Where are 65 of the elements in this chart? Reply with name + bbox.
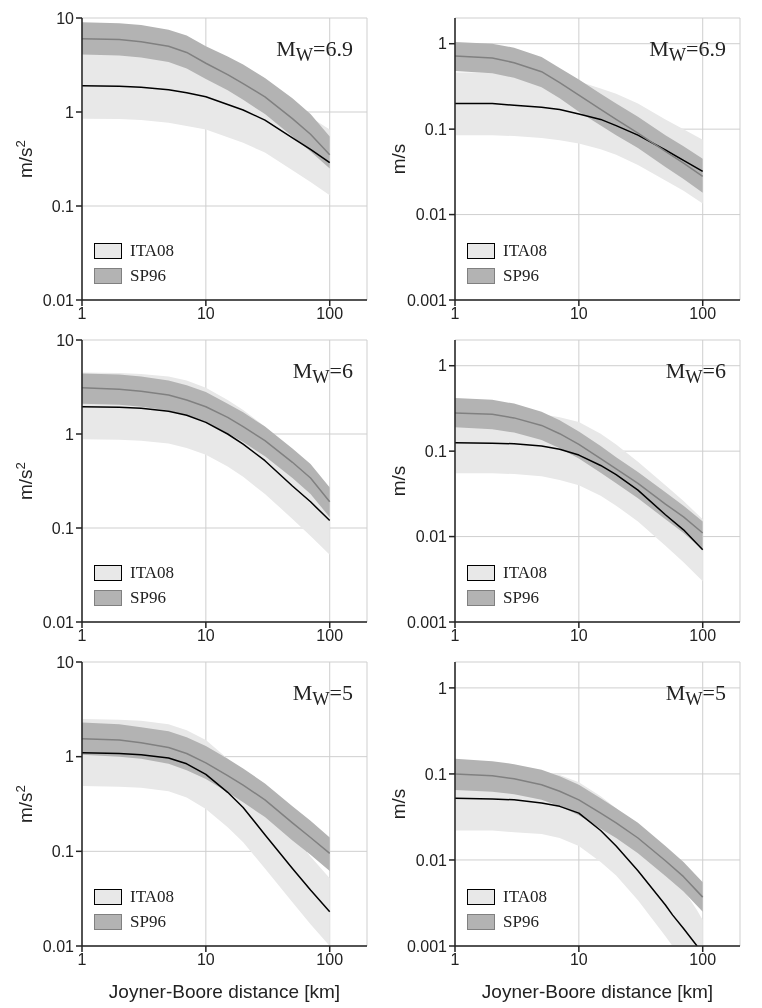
x-tick-label: 100 xyxy=(316,627,344,645)
y-tick-label: 0.001 xyxy=(406,937,448,955)
legend-label: SP96 xyxy=(503,588,539,608)
legend-label: ITA08 xyxy=(503,563,547,583)
x-tick-label: 100 xyxy=(316,951,344,969)
legend-label: SP96 xyxy=(503,912,539,932)
x-tick-label: 10 xyxy=(196,627,215,645)
y-tick-label: 0.1 xyxy=(424,442,448,460)
y-axis-title: m/s xyxy=(388,465,409,497)
y-tick-label: 1 xyxy=(65,425,75,443)
x-tick-label: 100 xyxy=(689,951,717,969)
y-tick-label: 1 xyxy=(65,748,75,766)
annotation: M$_{W}$=5 xyxy=(292,680,353,711)
y-tick-label: 0.001 xyxy=(406,291,448,309)
annotation: M$_{W}$=6.9 xyxy=(276,36,353,67)
legend-label: SP96 xyxy=(130,266,166,286)
x-tick-label: 10 xyxy=(569,951,588,969)
y-tick-label: 0.01 xyxy=(415,851,448,869)
x-axis-title: Joyner-Boore distance [km] xyxy=(108,981,341,1002)
y-tick-label: 0.1 xyxy=(424,120,448,138)
y-tick-label: 0.1 xyxy=(51,843,75,861)
x-tick-label: 10 xyxy=(196,305,215,323)
x-tick-label: 1 xyxy=(77,305,87,323)
y-tick-label: 0.1 xyxy=(424,765,448,783)
x-tick-label: 1 xyxy=(450,951,460,969)
x-tick-label: 1 xyxy=(77,951,87,969)
legend-label: ITA08 xyxy=(503,241,547,261)
y-tick-label: 1 xyxy=(438,357,448,375)
x-axis-title: Joyner-Boore distance [km] xyxy=(481,981,714,1002)
legend-label: SP96 xyxy=(503,266,539,286)
x-tick-label: 1 xyxy=(77,627,87,645)
y-tick-label: 0.01 xyxy=(42,613,75,631)
x-tick-label: 1 xyxy=(450,305,460,323)
y-tick-label: 10 xyxy=(56,9,75,27)
y-tick-label: 1 xyxy=(438,35,448,53)
y-tick-label: 0.1 xyxy=(51,519,75,537)
x-tick-label: 100 xyxy=(316,305,344,323)
y-tick-label: 1 xyxy=(65,103,75,121)
legend-label: SP96 xyxy=(130,588,166,608)
y-axis-title: m/s xyxy=(388,788,409,820)
y-tick-label: 0.001 xyxy=(406,613,448,631)
x-tick-label: 10 xyxy=(569,627,588,645)
y-tick-label: 0.1 xyxy=(51,197,75,215)
x-tick-label: 10 xyxy=(569,305,588,323)
y-tick-label: 10 xyxy=(56,653,75,671)
x-tick-label: 1 xyxy=(450,627,460,645)
annotation: M$_{W}$=6.9 xyxy=(649,36,726,67)
annotation: M$_{W}$=6 xyxy=(665,358,726,389)
x-tick-label: 10 xyxy=(196,951,215,969)
legend-label: ITA08 xyxy=(130,563,174,583)
x-tick-label: 100 xyxy=(689,305,717,323)
annotation: M$_{W}$=5 xyxy=(665,680,726,711)
y-axis-title: m/s xyxy=(388,143,409,175)
y-tick-label: 0.01 xyxy=(42,291,75,309)
y-tick-label: 0.01 xyxy=(415,206,448,224)
x-tick-label: 100 xyxy=(689,627,717,645)
y-tick-label: 10 xyxy=(56,331,75,349)
y-tick-label: 0.01 xyxy=(415,528,448,546)
legend-label: ITA08 xyxy=(130,241,174,261)
legend-label: SP96 xyxy=(130,912,166,932)
y-tick-label: 0.01 xyxy=(42,937,75,955)
legend-label: ITA08 xyxy=(130,887,174,907)
legend-label: ITA08 xyxy=(503,887,547,907)
annotation: M$_{W}$=6 xyxy=(292,358,353,389)
y-tick-label: 1 xyxy=(438,679,448,697)
